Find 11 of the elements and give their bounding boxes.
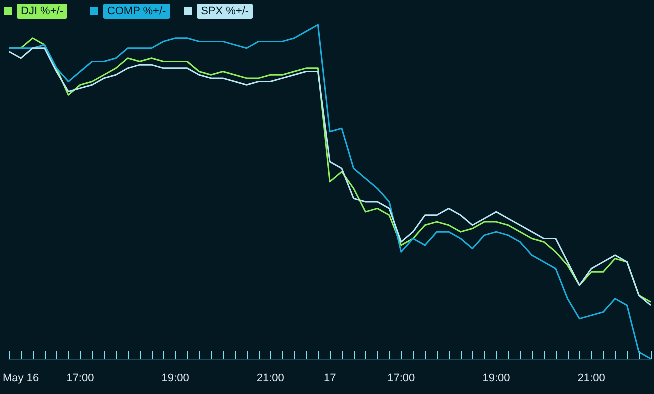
x-tick-label: 19:00 bbox=[162, 372, 190, 384]
legend-label: SPX %+/- bbox=[201, 6, 250, 18]
x-tick-label: 21:00 bbox=[578, 372, 606, 384]
x-tick-label: 17 bbox=[324, 372, 336, 384]
x-tick-label: 17:00 bbox=[66, 372, 94, 384]
x-tick-label: 19:00 bbox=[482, 372, 510, 384]
x-tick-label: May 16 bbox=[2, 372, 40, 384]
x-tick-label: 17:00 bbox=[388, 372, 416, 384]
legend-label: COMP %+/- bbox=[107, 6, 167, 18]
x-tick-label: 21:00 bbox=[256, 372, 284, 384]
legend-label: DJI %+/- bbox=[21, 6, 64, 18]
